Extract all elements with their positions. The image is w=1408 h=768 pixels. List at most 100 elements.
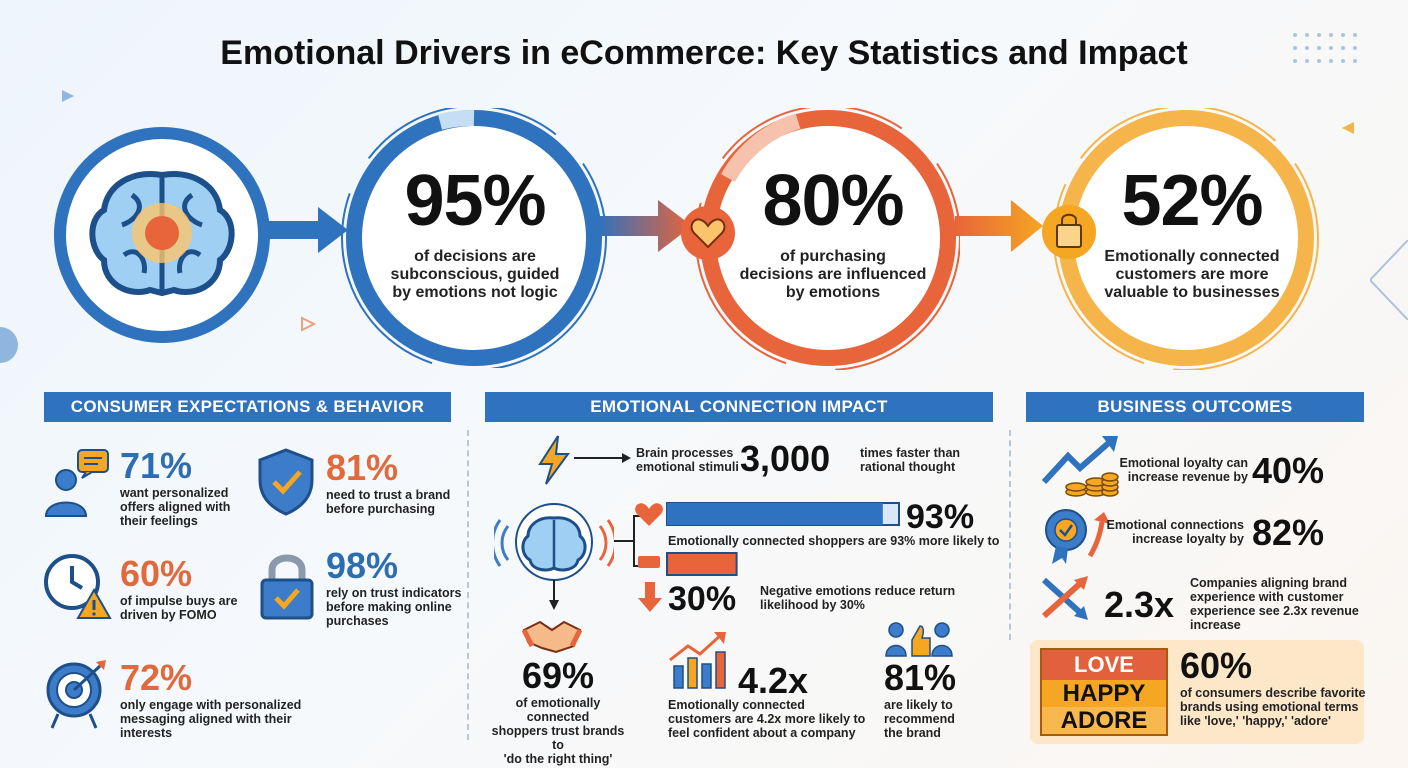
- stat-82: 82%: [1252, 512, 1325, 553]
- stat-text-1: rely on trust indicators: [326, 586, 462, 600]
- arrow-right-icon: [598, 200, 692, 252]
- stat-72: 72% only engage with personalized messag…: [120, 657, 301, 741]
- diamond-decoration: [1370, 240, 1408, 320]
- stat-text-2: recommend: [884, 712, 955, 726]
- arrow-right-icon: [955, 200, 1043, 252]
- ring-80: [695, 108, 960, 370]
- stat-81: 81% need to trust a brand before purchas…: [326, 447, 451, 517]
- word-adore: ADORE: [1042, 707, 1166, 734]
- user-chat-icon: [44, 449, 109, 517]
- stat-93: 93%: [906, 498, 975, 536]
- stat-value: 60%: [1180, 645, 1253, 686]
- stat-value: 72%: [120, 657, 193, 698]
- heart-icon: [681, 206, 735, 260]
- caption-line-2: likelihood by 30%: [760, 598, 865, 612]
- bar-93-caption: Emotionally connected shoppers are 93% m…: [668, 534, 1000, 548]
- stat-text-1: Emotionally connected: [668, 698, 805, 712]
- brain-waves-icon: [494, 503, 614, 602]
- stat-71: 71% want personalized offers aligned wit…: [120, 448, 231, 529]
- stat-text-3: by emotions not logic: [392, 284, 558, 301]
- after-line-1: times faster than: [860, 446, 961, 460]
- stat-text-3: by emotions: [785, 284, 881, 301]
- brain-circle: [54, 127, 270, 343]
- triangle-decoration: [62, 90, 74, 102]
- handshake-icon: [522, 620, 582, 654]
- stat-value: 69%: [521, 655, 595, 696]
- stat-text-1: need to trust a brand: [326, 488, 451, 502]
- brain-speed-label: Brain processes emotional stimuli: [636, 446, 739, 474]
- stat-2-3x: 2.3x: [1104, 584, 1175, 625]
- stat-text-3: like 'love,' 'happy,' 'adore': [1180, 714, 1331, 728]
- stat-text-2: customers are more: [1115, 266, 1269, 283]
- stat-text-1: Emotionally connected: [1104, 248, 1280, 265]
- word-love: LOVE: [1042, 650, 1166, 680]
- stat-value: 95%: [404, 161, 546, 241]
- shield-check-icon: [258, 448, 314, 516]
- loyalty-badge-icon: [1045, 509, 1110, 564]
- bar-93: [666, 502, 900, 526]
- stat-text-1: of consumers describe favorite: [1180, 686, 1366, 700]
- stat-text-1: of decisions are: [414, 248, 536, 265]
- stat-text-2: brands using emotional terms: [1180, 700, 1359, 714]
- stat-text-2: customers are 4.2x more likely to: [668, 712, 866, 726]
- section-heading-business: BUSINESS OUTCOMES: [1026, 392, 1364, 422]
- stat-text-2: before making online: [326, 600, 452, 614]
- stat-value: 81%: [326, 447, 399, 488]
- stat-value: 80%: [762, 161, 904, 241]
- stat-82-text: Emotional connections increase loyalty b…: [1104, 518, 1244, 546]
- thumbs-up-people-icon: [885, 622, 953, 657]
- revenue-growth-icon: [1041, 436, 1119, 497]
- arrow-down-icon: [638, 582, 662, 612]
- align-arrows-icon: [1041, 576, 1088, 620]
- stat-text-2: driven by FOMO: [120, 608, 217, 622]
- stat-text-1: Companies aligning brand: [1190, 576, 1347, 590]
- section-heading-emotional: EMOTIONAL CONNECTION IMPACT: [485, 392, 993, 422]
- stat-text-1: are likely to: [884, 698, 953, 712]
- stat-text-3: feel confident about a company: [668, 726, 856, 740]
- bar-30-caption: Negative emotions reduce return likeliho…: [760, 584, 955, 612]
- stat-text-3: valuable to businesses: [1104, 284, 1280, 301]
- stat-text-2: subconscious, guided: [390, 266, 560, 283]
- stat-text-3: the brand: [884, 726, 941, 740]
- stat-text-1: of impulse buys are: [120, 594, 238, 608]
- brain-icon: [89, 171, 235, 297]
- stat-text-2: offers aligned with: [120, 500, 231, 514]
- stat-98: 98% rely on trust indicators before maki…: [326, 548, 462, 629]
- arrow-right-icon: [574, 453, 631, 463]
- circle-decoration: [0, 327, 18, 363]
- heart-icon: [635, 503, 663, 526]
- stat-text-3: interests: [120, 726, 173, 740]
- negative-bar-icon: [638, 556, 660, 568]
- emotion-words-panel: LOVE HAPPY ADORE: [1040, 648, 1168, 736]
- caption-line-1: Negative emotions reduce return: [760, 584, 956, 598]
- stat-text-3: experience see 2.3x revenue increase: [1190, 604, 1359, 632]
- stat-30: 30%: [668, 580, 737, 618]
- stat-80: 80% of purchasing decisions are influenc…: [718, 160, 948, 302]
- triangle-decoration: [1342, 122, 1354, 134]
- label-line-1: Brain processes: [636, 446, 734, 460]
- stat-3000: 3,000: [740, 438, 831, 479]
- stat-value: 60%: [120, 553, 193, 594]
- stat-69: 69% of emotionally connected shoppers tr…: [488, 655, 628, 767]
- stat-text-1: want personalized: [120, 486, 229, 500]
- stat-text-1: Emotional connections: [1106, 518, 1244, 532]
- stat-40: 40%: [1252, 450, 1325, 491]
- label-line-2: emotional stimuli: [636, 460, 739, 474]
- stat-text-3: purchases: [326, 614, 389, 628]
- stat-text-1: of emotionally connected: [515, 696, 601, 724]
- shopping-bag-icon: [1042, 205, 1096, 259]
- stat-4-2x: 4.2x: [738, 660, 809, 701]
- stat-value: 81%: [884, 657, 957, 698]
- stat-60: 60% of impulse buys are driven by FOMO: [120, 553, 238, 623]
- target-icon: [46, 660, 106, 729]
- stat-text-1: Emotional loyalty can: [1119, 456, 1248, 470]
- triangle-decoration: [301, 316, 316, 332]
- stat-2-3x-text: Companies aligning brand experience with…: [1190, 576, 1408, 632]
- stat-81-recommend: 81% are likely to recommend the brand: [884, 657, 957, 741]
- stat-text-2: messaging aligned with their: [120, 712, 292, 726]
- stat-text-2: experience with customer: [1190, 590, 1344, 604]
- after-line-2: rational thought: [860, 460, 956, 474]
- stat-40-text: Emotional loyalty can increase revenue b…: [1116, 456, 1248, 484]
- dot-grid-decoration: [1293, 33, 1357, 63]
- column-divider: [1009, 430, 1011, 640]
